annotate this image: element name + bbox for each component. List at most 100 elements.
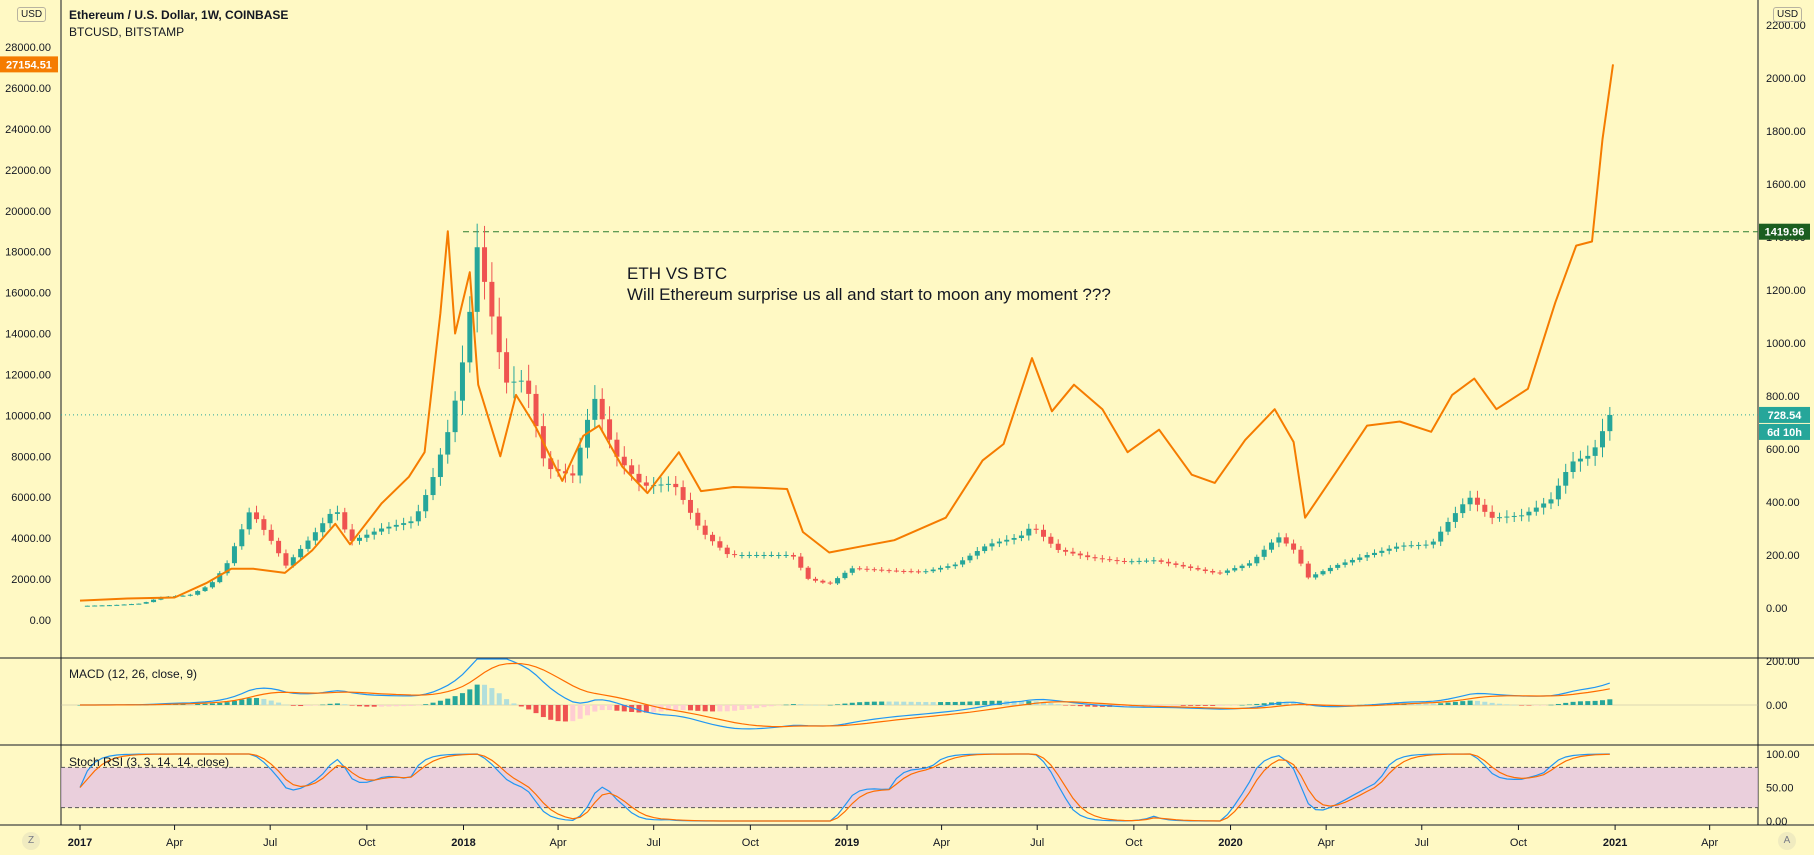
macd-histogram-bar [1438,703,1444,705]
macd-histogram-bar [1092,705,1098,707]
macd-histogram-bar [474,684,480,705]
macd-histogram-bar [1519,705,1525,706]
left-axis-tick-label: 6000.00 [11,492,51,504]
time-axis[interactable]: 2017 Apr Jul Oct 2018 Apr Jul Oct 2019 Apr Jul Oct 2… [68,825,1719,849]
text-annotation[interactable]: ETH VS BTC Will Ethereum surprise us all… [627,263,1111,305]
macd-legend[interactable]: MACD (12, 26, close, 9) [69,667,198,681]
candle-body [577,447,583,476]
macd-histogram-bar [1577,701,1583,705]
candle-body [1099,558,1105,560]
macd-histogram-bar [1121,705,1127,707]
candle-body [349,529,355,541]
candle-body [518,380,524,382]
candle-body [1129,561,1135,563]
macd-histogram-bar [790,704,796,705]
macd-histogram-bar [364,705,370,707]
stoch-d-line [79,753,1610,822]
candle-body [1305,563,1311,578]
zoom-reset-button[interactable]: Z [22,832,40,850]
macd-histogram-bar [952,701,958,705]
macd-histogram-bar [423,704,429,705]
macd-histogram-bar [305,705,311,706]
time-axis-tick-label: Oct [1125,837,1142,849]
candle-body [1555,485,1561,500]
candle-body [732,554,738,556]
candle-body [320,523,326,533]
candle-body [915,571,921,573]
macd-histogram-bar [1011,700,1017,705]
candle-body [1423,544,1429,546]
candle-body [1394,546,1400,549]
left-price-axis[interactable]: 0.00 2000.00 4000.00 6000.00 8000.00 10000.00… [5,42,51,627]
macd-histogram-bar [518,705,524,707]
candle-body [923,571,929,573]
btc-line-series[interactable] [79,64,1614,602]
time-axis-tick-label: Apr [1318,837,1335,849]
candle-body [1467,497,1473,505]
macd-histogram-bar [1467,700,1473,705]
candle-body [224,563,230,574]
macd-histogram-bar [1533,705,1539,706]
left-axis-tick-label: 8000.00 [11,451,51,463]
candle-body [1592,447,1598,456]
candle-body [607,419,613,440]
macd-histogram-bar [511,703,517,705]
macd-histogram-bar [1188,705,1194,706]
compare-symbol-label[interactable]: BTCUSD, BITSTAMP [69,25,185,39]
left-axis-tick-label: 20000.00 [5,206,51,218]
macd-histogram-bar [1585,701,1591,705]
macd-indicator[interactable] [61,658,1758,730]
left-axis-tick-label: 10000.00 [5,410,51,422]
macd-histogram-bar [871,701,877,705]
eth-candles[interactable] [84,223,1613,607]
right-currency-button[interactable]: USD [1773,7,1803,22]
candle-body [526,380,532,394]
candle-body [1430,541,1436,545]
macd-histogram-bar [599,705,605,711]
candle-body [1195,568,1201,570]
candle-body [643,482,649,486]
auto-scale-button[interactable]: A [1778,832,1796,850]
macd-histogram-bar [813,704,819,706]
right-axis-tick-label: 400.00 [1766,497,1800,509]
macd-histogram-bar [1151,705,1157,706]
candle-body [710,534,716,542]
candle-body [1085,555,1091,558]
candle-body [239,529,245,547]
macd-histogram-bar [1254,703,1260,705]
macd-histogram-bar [327,703,333,705]
left-axis-tick-label: 16000.00 [5,288,51,300]
left-currency-button[interactable]: USD [17,7,47,22]
macd-histogram-bar [342,704,348,705]
macd-histogram-bar [1497,703,1503,705]
candle-body [298,548,304,558]
candle-body [106,605,112,607]
candle-body [305,540,311,549]
macd-histogram-bar [1026,701,1032,705]
macd-histogram-bar [231,700,237,705]
symbol-title[interactable]: Ethereum / U.S. Dollar, 1W, COINBASE [69,8,289,22]
candle-body [761,555,767,556]
candle-body [1519,515,1525,517]
right-price-axis[interactable]: 0.00 200.00 400.00 600.00 800.00 1000.00 1200.… [1766,20,1806,828]
stoch-rsi-band-fill [61,767,1758,808]
candle-body [511,381,517,383]
macd-histogram-bar [393,705,399,707]
stoch-rsi-indicator[interactable] [79,753,1610,822]
macd-histogram-bar [1239,704,1245,706]
time-axis-tick-label: Jul [263,837,277,849]
macd-histogram-bar [1563,702,1569,705]
macd-histogram-bar [1195,705,1201,706]
macd-histogram-bar [695,705,701,711]
candle-body [1482,504,1488,512]
candle-body [430,477,436,496]
candle-body [1504,516,1510,518]
macd-histogram-bar [584,705,590,716]
candle-body [746,555,752,556]
stoch-rsi-legend[interactable]: Stoch RSI (3, 3, 14, 14, close) [69,755,230,769]
candle-body [482,247,488,282]
candle-body [982,546,988,552]
